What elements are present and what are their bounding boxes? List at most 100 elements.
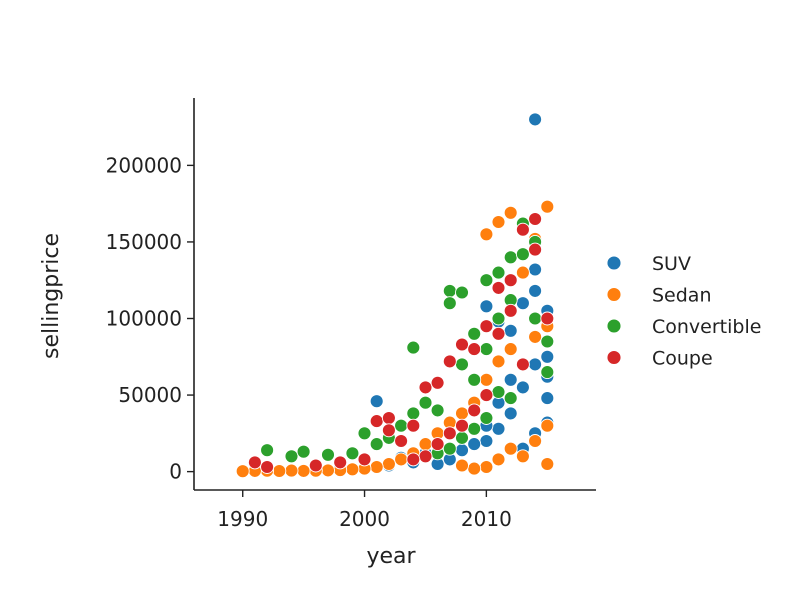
data-point [418,395,433,410]
x-axis-label: year [366,544,416,569]
data-point [540,418,555,433]
data-point [394,434,409,448]
data-point [369,414,384,429]
data-point [455,443,469,458]
data-point [296,444,311,459]
data-point [406,418,421,433]
data-point [528,212,543,226]
data-point [479,299,494,314]
data-point [515,357,530,372]
data-point [540,365,555,380]
y-ticks: 0 50000 100000 150000 200000 [106,153,194,484]
data-point [528,357,543,372]
data-point [528,242,543,257]
data-point [369,437,384,452]
data-point [381,411,396,425]
legend-marker [606,255,622,271]
data-point [491,421,506,436]
data-point [540,199,555,214]
data-point [491,280,506,295]
data-point [406,340,421,355]
data-point [430,437,445,452]
data-point [418,437,433,452]
data-point [503,303,518,318]
data-point [467,403,482,418]
data-point [479,342,494,357]
data-point [467,342,482,357]
data-point [515,265,530,280]
data-point [381,457,396,471]
data-point [515,449,530,464]
data-point [540,311,555,326]
data-point [503,391,518,406]
data-point [333,455,348,470]
data-point [394,452,409,467]
data-point [455,458,469,473]
data-point [381,423,396,438]
data-point [467,421,482,436]
data-point [491,311,506,326]
data-point [528,112,543,127]
data-point [442,426,457,441]
x-tick-label: 2000 [339,507,390,531]
data-point [455,430,469,445]
data-point [479,388,494,403]
data-point [442,441,457,456]
data-point [455,357,469,372]
data-point [491,265,506,280]
axes [193,98,596,491]
y-tick-label: 0 [169,460,182,484]
data-point [515,222,530,237]
data-point [467,461,482,476]
data-point [479,273,494,288]
data-point [540,391,555,406]
data-point [528,283,543,298]
data-point [442,283,457,298]
data-point [479,319,494,334]
legend-item-sedan: Sedan [606,285,712,307]
points-layer [235,112,555,479]
x-tick-label: 2010 [461,507,512,531]
data-point [455,337,469,352]
data-point [442,354,457,369]
y-tick-label: 100000 [106,307,182,331]
data-point [491,354,506,369]
legend-label: SUV [652,253,691,275]
data-point [430,403,445,418]
data-point [503,372,518,387]
data-point [503,273,518,288]
data-point [369,460,384,474]
data-point [503,250,518,265]
data-point [540,334,555,349]
data-point [357,426,372,441]
data-point [369,394,384,409]
data-point [345,446,360,461]
data-point [418,380,433,395]
data-point [479,372,494,387]
data-point [479,434,494,448]
data-point [296,463,311,478]
legend-label: Sedan [652,285,712,307]
series-coupe [247,212,555,474]
y-tick-label: 150000 [106,230,182,254]
data-point [528,434,543,448]
data-point [515,380,530,395]
data-point [357,452,372,467]
legend-marker [606,318,622,334]
legend-marker [606,350,622,365]
legend-label: Convertible [652,316,761,338]
data-point [503,342,518,357]
data-point [491,326,506,341]
legend-item-convertible: Convertible [606,316,761,338]
y-axis-label: sellingprice [39,233,64,359]
data-point [455,406,469,421]
data-point [345,462,360,477]
data-point [467,326,482,341]
legend-item-suv: SUV [606,253,691,275]
data-point [321,463,335,478]
legend-item-coupe: Coupe [606,348,713,370]
data-point [528,329,543,344]
data-point [540,457,555,471]
data-point [284,449,299,464]
